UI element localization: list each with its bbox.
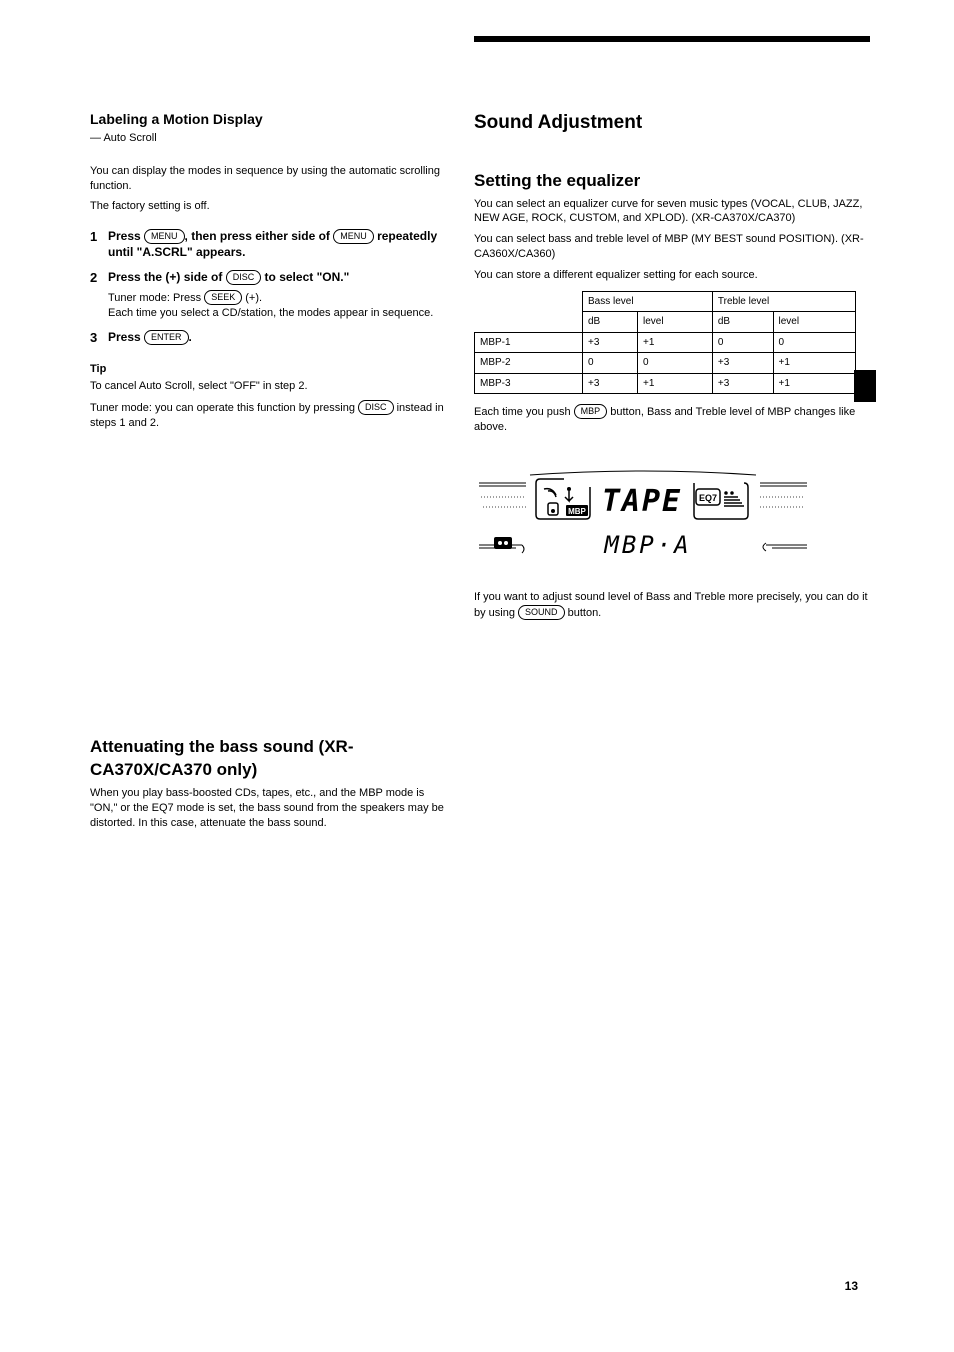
table-cell: 0 xyxy=(638,353,713,374)
table-cell: +3 xyxy=(712,353,773,374)
table-row: MBP-3 +3 +1 +3 +1 xyxy=(475,373,856,394)
after-table-frag: Each time you push xyxy=(474,406,574,418)
step-2-body-frag: (+). xyxy=(242,292,262,304)
attenuate-section: Attenuating the bass sound (XR-CA370X/CA… xyxy=(90,736,444,836)
disc-button[interactable]: DISC xyxy=(358,400,394,415)
after-table-frag: button. xyxy=(565,607,602,619)
mbp-name: MBP-3 xyxy=(475,373,583,394)
tip-heading: Tip xyxy=(90,362,444,377)
step-2-text: Press the (+) side of DISC to select "ON… xyxy=(108,269,444,287)
table-cell: 0 xyxy=(583,353,638,374)
enter-button[interactable]: ENTER xyxy=(144,330,189,345)
left-heading-note: — Auto Scroll xyxy=(90,131,444,146)
table-cell: +1 xyxy=(773,373,856,394)
step-3: 3 Press ENTER. xyxy=(90,329,444,347)
lcd-tape-text: TAPE xyxy=(602,484,682,519)
step-1-fragment: Press xyxy=(108,229,144,243)
level-header: level xyxy=(773,312,856,333)
step-2-body-frag: Tuner mode: Press xyxy=(108,292,204,304)
table-cell: +3 xyxy=(712,373,773,394)
table-cell: +3 xyxy=(583,373,638,394)
table-cell: +1 xyxy=(638,332,713,353)
sound-adjustment-title: Sound Adjustment xyxy=(474,110,870,136)
mbp-name: MBP-1 xyxy=(475,332,583,353)
mbp-name: MBP-2 xyxy=(475,353,583,374)
left-intro-1: You can display the modes in sequence by… xyxy=(90,164,444,194)
table-header-row-1: Bass level Treble level xyxy=(475,291,856,312)
tip-body-frag: Tuner mode: you can operate this functio… xyxy=(90,402,358,414)
step-2: 2 Press the (+) side of DISC to select "… xyxy=(90,269,444,287)
table-cell: +3 xyxy=(583,332,638,353)
step-2-body: Tuner mode: Press SEEK (+). Each time yo… xyxy=(108,290,444,321)
equalizer-heading: Setting the equalizer xyxy=(474,170,870,193)
left-heading: Labeling a Motion Display xyxy=(90,110,444,129)
svg-text:MBP: MBP xyxy=(568,507,586,516)
page-number: 13 xyxy=(845,1278,858,1294)
table-empty-cell xyxy=(475,312,583,333)
step-2-fragment: to select "ON." xyxy=(261,270,349,284)
disc-button[interactable]: DISC xyxy=(226,270,262,285)
mbp-table: Bass level Treble level dB level dB leve… xyxy=(474,291,856,395)
tip-body-1: To cancel Auto Scroll, select "OFF" in s… xyxy=(90,379,444,394)
attenuate-heading: Attenuating the bass sound (XR-CA370X/CA… xyxy=(90,736,444,782)
step-1: 1 Press MENU, then press either side of … xyxy=(90,228,444,260)
table-row: MBP-1 +3 +1 0 0 xyxy=(475,332,856,353)
step-number: 3 xyxy=(90,329,108,347)
step-number: 2 xyxy=(90,269,108,287)
tip-body-2: Tuner mode: you can operate this functio… xyxy=(90,400,444,431)
table-empty-cell xyxy=(475,291,583,312)
eq-intro-2: You can select bass and treble level of … xyxy=(474,232,870,262)
attenuate-body: When you play bass-boosted CDs, tapes, e… xyxy=(90,786,444,831)
step-1-text: Press MENU, then press either side of ME… xyxy=(108,228,444,260)
right-column: Sound Adjustment Setting the equalizer Y… xyxy=(474,110,870,627)
after-table-1: Each time you push MBP button, Bass and … xyxy=(474,404,870,435)
table-cell: +1 xyxy=(773,353,856,374)
lcd-eq7-text: EQ7 xyxy=(699,493,717,503)
left-intro-2: The factory setting is off. xyxy=(90,199,444,214)
lcd-display-illustration: MBP TAPE EQ7 xyxy=(474,447,812,572)
after-table-2: If you want to adjust sound level of Bas… xyxy=(474,590,870,621)
db-header: dB xyxy=(583,312,638,333)
table-cell: +1 xyxy=(638,373,713,394)
eq-intro-3: You can store a different equalizer sett… xyxy=(474,268,870,283)
step-2-body-frag: Each time you select a CD/station, the m… xyxy=(108,307,433,319)
step-number: 1 xyxy=(90,228,108,260)
lcd-svg: MBP TAPE EQ7 xyxy=(474,447,812,567)
menu-button[interactable]: MENU xyxy=(144,229,185,244)
lcd-mbpa-text: MBP·A xyxy=(603,531,691,559)
step-1-fragment: , then press either side of xyxy=(185,229,334,243)
seek-button[interactable]: SEEK xyxy=(204,290,242,305)
treble-level-header: Treble level xyxy=(712,291,855,312)
step-3-fragment: . xyxy=(189,330,192,344)
db-header: dB xyxy=(712,312,773,333)
table-cell: 0 xyxy=(712,332,773,353)
table-header-row-2: dB level dB level xyxy=(475,312,856,333)
top-rule xyxy=(474,36,870,42)
step-3-text: Press ENTER. xyxy=(108,329,444,347)
level-header: level xyxy=(638,312,713,333)
eq-intro-1: You can select an equalizer curve for se… xyxy=(474,197,870,227)
table-cell: 0 xyxy=(773,332,856,353)
menu-button[interactable]: MENU xyxy=(333,229,374,244)
bass-level-header: Bass level xyxy=(583,291,713,312)
step-3-fragment: Press xyxy=(108,330,144,344)
mbp-button[interactable]: MBP xyxy=(574,404,608,419)
table-row: MBP-2 0 0 +3 +1 xyxy=(475,353,856,374)
left-column: Labeling a Motion Display — Auto Scroll … xyxy=(90,110,444,437)
step-2-fragment: Press the (+) side of xyxy=(108,270,226,284)
sound-button[interactable]: SOUND xyxy=(518,605,565,620)
